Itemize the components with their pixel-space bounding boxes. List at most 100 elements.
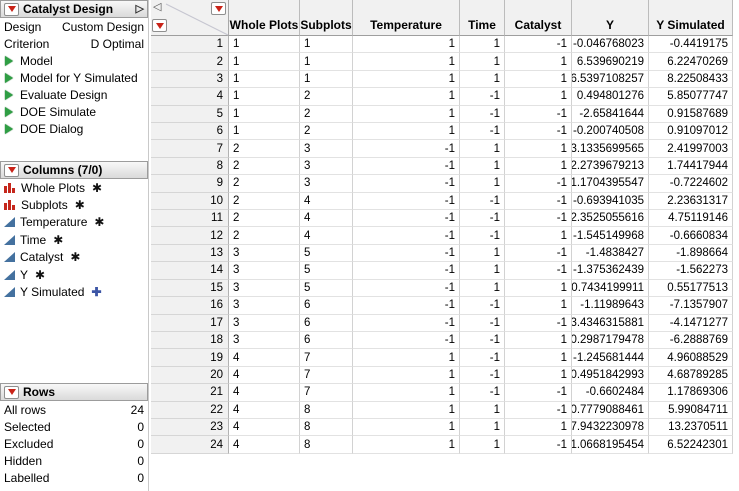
table-cell[interactable]: -1 <box>505 105 572 124</box>
table-cell[interactable]: -1 <box>460 314 505 332</box>
table-cell[interactable]: 1 <box>505 140 572 158</box>
table-cell[interactable]: 1 <box>353 366 460 385</box>
table-cell[interactable]: -1 <box>460 88 505 106</box>
table-cell[interactable]: -1 <box>353 227 460 245</box>
table-cell[interactable]: 2 <box>229 192 300 211</box>
script-item[interactable]: Model for Y Simulated <box>0 69 148 86</box>
table-cell[interactable]: -1 <box>353 314 460 332</box>
table-cell[interactable]: 4.68789285 <box>649 366 733 385</box>
table-cell[interactable]: 1 <box>229 123 300 141</box>
row-number-cell[interactable]: 14 <box>151 262 229 280</box>
table-cell[interactable]: 1 <box>460 279 505 298</box>
table-cell[interactable]: 4 <box>300 192 353 211</box>
row-number-cell[interactable]: 9 <box>151 175 229 193</box>
table-cell[interactable]: 1.17869306 <box>649 384 733 402</box>
row-number-cell[interactable]: 6 <box>151 123 229 141</box>
table-cell[interactable]: 4.96088529 <box>649 349 733 367</box>
column-header[interactable]: Y <box>572 0 649 36</box>
table-cell[interactable]: 2 <box>229 140 300 158</box>
table-cell[interactable]: 0.91097012 <box>649 123 733 141</box>
table-cell[interactable]: -1 <box>353 262 460 280</box>
column-list-item[interactable]: Catalyst ✱ <box>0 249 148 266</box>
table-cell[interactable]: 1 <box>229 88 300 106</box>
table-cell[interactable]: 6.5397108257 <box>572 70 649 89</box>
table-cell[interactable]: 2 <box>300 88 353 106</box>
table-cell[interactable]: 1 <box>505 157 572 176</box>
table-cell[interactable]: -1 <box>505 244 572 263</box>
table-cell[interactable]: -1 <box>505 123 572 141</box>
table-cell[interactable]: -0.4419175 <box>649 36 733 54</box>
table-cell[interactable]: 5 <box>300 279 353 298</box>
table-cell[interactable]: 0.55177513 <box>649 279 733 298</box>
table-cell[interactable]: -1 <box>460 297 505 315</box>
table-cell[interactable]: 1 <box>300 70 353 89</box>
table-cell[interactable]: 4 <box>229 366 300 385</box>
table-cell[interactable]: 1 <box>353 36 460 54</box>
table-cell[interactable]: -1.245681444 <box>572 349 649 367</box>
row-number-cell[interactable]: 10 <box>151 192 229 211</box>
row-stat-item[interactable]: Hidden 0 <box>0 452 148 469</box>
row-number-cell[interactable]: 19 <box>151 349 229 367</box>
table-cell[interactable]: 0.91587689 <box>649 105 733 124</box>
table-cell[interactable]: 1 <box>353 88 460 106</box>
table-cell[interactable]: 13.2370511 <box>649 418 733 437</box>
table-cell[interactable]: 0.7779088461 <box>572 401 649 419</box>
table-cell[interactable]: 2.2739679213 <box>572 157 649 176</box>
table-cell[interactable]: -1 <box>460 331 505 350</box>
table-cell[interactable]: -1.898664 <box>649 244 733 263</box>
table-cell[interactable]: -1 <box>353 175 460 193</box>
table-cell[interactable]: 3 <box>300 140 353 158</box>
table-cell[interactable]: 1 <box>460 70 505 89</box>
row-number-cell[interactable]: 12 <box>151 227 229 245</box>
table-cell[interactable]: -7.1357907 <box>649 297 733 315</box>
table-cell[interactable]: 1 <box>229 105 300 124</box>
row-number-cell[interactable]: 24 <box>151 436 229 454</box>
table-cell[interactable]: 1 <box>505 279 572 298</box>
panel-expand-icon[interactable]: ▷ <box>135 2 144 15</box>
column-header[interactable]: Whole Plots <box>229 0 300 36</box>
column-header[interactable]: Temperature <box>353 0 460 36</box>
row-number-cell[interactable]: 23 <box>151 418 229 437</box>
table-cell[interactable]: 4 <box>229 384 300 402</box>
script-item[interactable]: DOE Simulate <box>0 103 148 120</box>
table-cell[interactable]: 1.1704395547 <box>572 175 649 193</box>
table-cell[interactable]: 1 <box>505 366 572 385</box>
column-header[interactable]: Time <box>460 0 505 36</box>
table-cell[interactable]: -0.200740508 <box>572 123 649 141</box>
table-cell[interactable]: 1 <box>353 401 460 419</box>
table-cell[interactable]: 7 <box>300 349 353 367</box>
column-list-item[interactable]: Time ✱ <box>0 231 148 248</box>
table-cell[interactable]: -1.545149968 <box>572 227 649 245</box>
table-cell[interactable]: 6.22470269 <box>649 53 733 71</box>
table-cell[interactable]: 3 <box>300 157 353 176</box>
table-cell[interactable]: -1 <box>460 210 505 228</box>
table-cell[interactable]: 3 <box>229 297 300 315</box>
table-cell[interactable]: 6 <box>300 297 353 315</box>
table-cell[interactable]: -0.6660834 <box>649 227 733 245</box>
table-cell[interactable]: 1 <box>353 418 460 437</box>
table-cell[interactable]: 7 <box>300 384 353 402</box>
table-cell[interactable]: 1.74417944 <box>649 157 733 176</box>
table-cell[interactable]: 1 <box>300 53 353 71</box>
table-cell[interactable]: 6 <box>300 331 353 350</box>
table-cell[interactable]: 3 <box>229 279 300 298</box>
table-cell[interactable]: -1.4838427 <box>572 244 649 263</box>
row-number-cell[interactable]: 16 <box>151 297 229 315</box>
table-cell[interactable]: -1 <box>460 366 505 385</box>
table-cell[interactable]: 4 <box>229 401 300 419</box>
table-cell[interactable]: 5.85077747 <box>649 88 733 106</box>
table-cell[interactable]: 2.23631317 <box>649 192 733 211</box>
table-cell[interactable]: 0.7434199911 <box>572 279 649 298</box>
table-cell[interactable]: 1 <box>353 436 460 454</box>
table-cell[interactable]: 3.1335699565 <box>572 140 649 158</box>
table-cell[interactable]: -1 <box>505 175 572 193</box>
table-cell[interactable]: 2 <box>229 175 300 193</box>
table-cell[interactable]: -1 <box>505 210 572 228</box>
table-cell[interactable]: -1 <box>505 384 572 402</box>
column-list-item[interactable]: Y Simulated ✚ <box>0 283 148 300</box>
row-number-cell[interactable]: 1 <box>151 36 229 54</box>
table-cell[interactable]: -1 <box>353 331 460 350</box>
row-number-cell[interactable]: 3 <box>151 70 229 89</box>
row-stat-item[interactable]: Excluded 0 <box>0 435 148 452</box>
table-cell[interactable]: 1 <box>505 88 572 106</box>
